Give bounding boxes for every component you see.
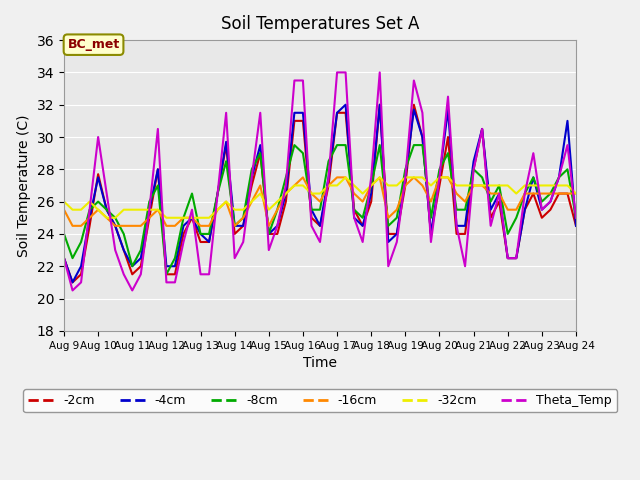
Y-axis label: Soil Temperature (C): Soil Temperature (C) (17, 114, 31, 257)
Text: BC_met: BC_met (67, 38, 120, 51)
Title: Soil Temperatures Set A: Soil Temperatures Set A (221, 15, 419, 33)
X-axis label: Time: Time (303, 356, 337, 370)
Legend: -2cm, -4cm, -8cm, -16cm, -32cm, Theta_Temp: -2cm, -4cm, -8cm, -16cm, -32cm, Theta_Te… (23, 389, 617, 412)
